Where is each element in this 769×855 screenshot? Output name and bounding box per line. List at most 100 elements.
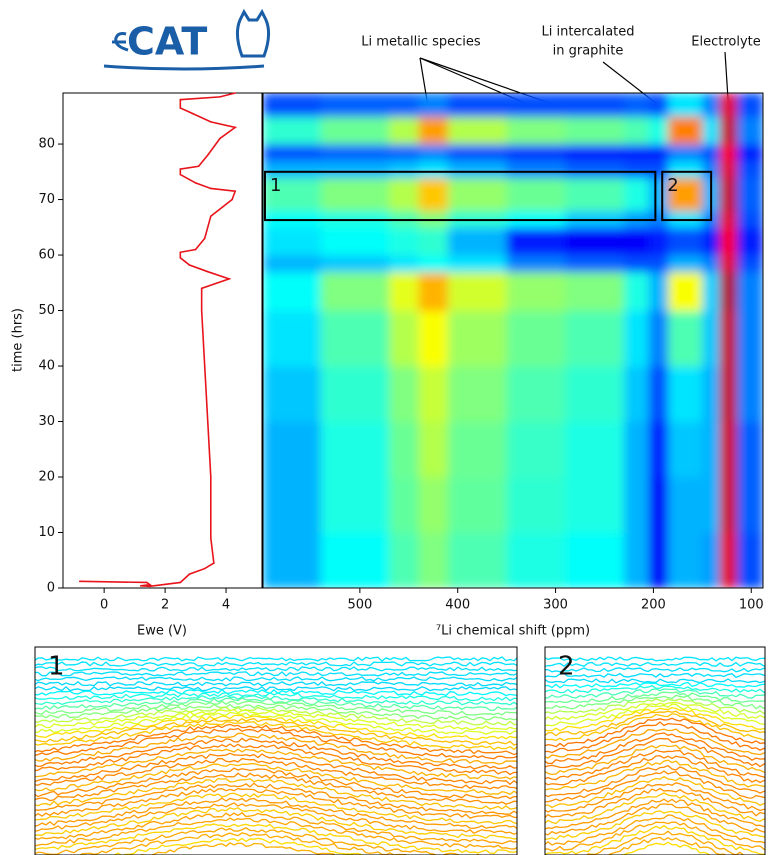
heat-cell: [447, 227, 508, 256]
heat-cell: [320, 366, 390, 423]
waterfall-trace: [545, 798, 765, 830]
heat-cell: [648, 532, 669, 588]
heat-cell: [320, 255, 390, 273]
heat-cell: [624, 255, 650, 273]
point: [210, 476, 212, 478]
heat-cell: [736, 93, 763, 117]
waterfall-trace: [35, 688, 517, 697]
y-tick-label: 0: [47, 581, 55, 596]
heat-cell: [565, 366, 625, 423]
heat-cell: [668, 93, 703, 117]
waterfall-trace: [35, 732, 517, 765]
waterfall-trace: [35, 697, 517, 711]
heat-cell: [648, 144, 669, 162]
point: [179, 251, 182, 254]
heat-cell: [668, 271, 703, 312]
waterfall-trace: [545, 697, 765, 715]
waterfall-trace: [35, 827, 507, 855]
point: [206, 154, 209, 156]
heat-cell: [320, 93, 390, 117]
heat-cell: [506, 477, 566, 534]
waterfall-trace: [545, 782, 765, 813]
annotation: Electrolyte: [691, 35, 760, 50]
heat-cell: [565, 144, 625, 162]
heat-cell: [668, 421, 703, 478]
heat-cell: [418, 421, 449, 478]
heat-cell: [320, 310, 390, 367]
waterfall-trace: [545, 661, 765, 668]
heat-cell: [702, 93, 721, 117]
heatmap-cells: [263, 93, 763, 588]
heat-cell: [565, 255, 625, 273]
heat-cell: [624, 421, 650, 478]
y-tick-label: 30: [38, 414, 55, 429]
waterfall-trace: [545, 787, 765, 819]
heat-cell: [719, 177, 738, 212]
waterfall-trace: [35, 782, 517, 815]
heat-cell: [702, 227, 721, 256]
y-tick-label: 60: [38, 248, 55, 263]
waterfall-trace: [35, 767, 517, 800]
point: [203, 365, 206, 367]
point: [188, 573, 191, 575]
waterfall-trace: [619, 841, 711, 855]
heat-cell: [320, 116, 390, 145]
point: [206, 420, 209, 423]
waterfall-trace: [545, 755, 765, 786]
heat-cell: [565, 477, 625, 534]
heat-cell: [418, 255, 449, 273]
heat-cell: [320, 160, 390, 178]
heat-cell: [447, 532, 508, 588]
annotation: Li intercalated: [541, 25, 634, 40]
heat-cell: [736, 210, 763, 228]
waterfall-trace: [35, 762, 517, 795]
heat-cell: [702, 271, 721, 312]
waterfall-trace: [35, 811, 517, 845]
waterfall-trace: [545, 701, 765, 721]
heat-cell: [565, 116, 625, 145]
waterfall-trace: [35, 797, 517, 830]
point: [219, 96, 221, 98]
heat-cell: [447, 421, 508, 478]
y-tick-label: 10: [38, 525, 55, 540]
heat-cell: [668, 477, 703, 534]
waterfall-trace: [545, 732, 765, 765]
point: [179, 98, 182, 101]
heat-cell: [719, 366, 738, 423]
x-tick-label: 300: [543, 598, 568, 613]
heat-cell: [702, 116, 721, 145]
heat-cell: [648, 477, 669, 534]
heat-cell: [736, 366, 763, 423]
waterfall-trace: [35, 772, 517, 805]
heat-cell: [506, 227, 566, 256]
waterfall-trace: [545, 728, 765, 759]
waterfall-trace: [35, 757, 517, 790]
waterfall-trace: [35, 777, 517, 810]
heat-cell: [736, 421, 763, 478]
x-tick-label: 0: [100, 598, 108, 613]
waterfall-trace: [35, 656, 517, 662]
heat-cell: [263, 271, 322, 312]
heat-cell: [624, 227, 650, 256]
left-frame: [62, 92, 263, 589]
point: [139, 584, 142, 587]
waterfall-trace: [545, 672, 765, 679]
waterfall-trace: [35, 743, 517, 776]
heat-cell: [648, 177, 669, 212]
waterfall-trace: [35, 721, 517, 751]
heat-cell: [263, 227, 322, 256]
waterfall-trace: [35, 748, 517, 780]
heat-cell: [624, 93, 650, 117]
heat-cell: [648, 160, 669, 178]
region-box: [661, 170, 713, 222]
heat-cell: [736, 477, 763, 534]
heat-cell: [736, 255, 763, 273]
heat-cell: [702, 310, 721, 367]
logo-cat: [103, 8, 271, 71]
point: [203, 567, 206, 570]
heat-cell: [668, 177, 703, 212]
waterfall-trace: [545, 803, 765, 836]
heat-cell: [624, 144, 650, 162]
heat-cell: [648, 93, 669, 117]
heat-cell: [418, 271, 449, 312]
